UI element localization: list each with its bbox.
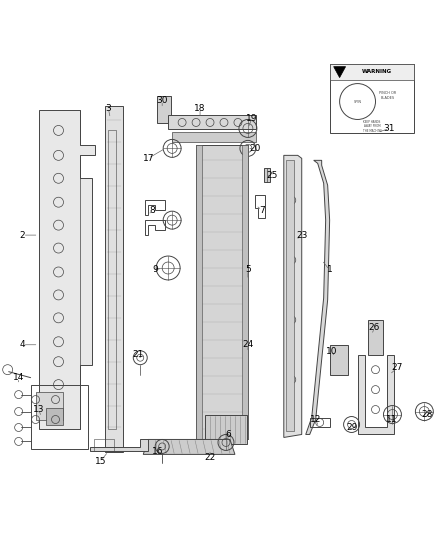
Text: 2: 2 bbox=[20, 231, 25, 240]
Text: 12: 12 bbox=[310, 415, 321, 424]
Text: 22: 22 bbox=[205, 453, 215, 462]
Bar bbox=[35, 392, 64, 419]
Text: 18: 18 bbox=[194, 104, 206, 113]
Text: 5: 5 bbox=[245, 265, 251, 274]
Text: 28: 28 bbox=[422, 410, 433, 419]
Text: 6: 6 bbox=[225, 430, 231, 439]
Bar bbox=[95, 439, 114, 451]
Circle shape bbox=[339, 84, 375, 119]
Text: 26: 26 bbox=[369, 324, 380, 332]
Text: 30: 30 bbox=[156, 96, 168, 105]
Text: 9: 9 bbox=[152, 265, 158, 274]
Polygon shape bbox=[90, 439, 148, 451]
Text: 20: 20 bbox=[249, 144, 261, 153]
Text: 29: 29 bbox=[346, 423, 357, 432]
Text: PINCH OR
BLADES: PINCH OR BLADES bbox=[379, 91, 396, 100]
Bar bbox=[242, 146, 248, 439]
Bar bbox=[172, 132, 256, 142]
Text: 27: 27 bbox=[392, 363, 403, 372]
Text: 13: 13 bbox=[33, 405, 44, 414]
Text: 10: 10 bbox=[326, 347, 337, 356]
Bar bbox=[168, 116, 256, 130]
Text: KEEP HANDS
AWAY FROM
THE MACHINE: KEEP HANDS AWAY FROM THE MACHINE bbox=[363, 120, 381, 133]
Polygon shape bbox=[334, 67, 346, 78]
Bar bbox=[367, 320, 384, 355]
Text: 4: 4 bbox=[20, 340, 25, 349]
Text: 24: 24 bbox=[242, 340, 254, 349]
Bar bbox=[108, 131, 117, 430]
Bar bbox=[106, 106, 124, 453]
Bar bbox=[330, 63, 414, 133]
Text: SPIN: SPIN bbox=[353, 100, 361, 103]
Text: 31: 31 bbox=[384, 124, 395, 133]
Text: 17: 17 bbox=[142, 154, 154, 163]
Text: 1: 1 bbox=[327, 265, 332, 274]
Bar bbox=[46, 408, 64, 425]
Text: 7: 7 bbox=[259, 206, 265, 215]
Text: 19: 19 bbox=[246, 114, 258, 123]
Polygon shape bbox=[143, 439, 235, 455]
Text: WARNING: WARNING bbox=[362, 69, 392, 74]
Text: 14: 14 bbox=[13, 373, 25, 382]
Text: 23: 23 bbox=[296, 231, 307, 240]
Text: 25: 25 bbox=[266, 171, 278, 180]
Text: 16: 16 bbox=[152, 447, 164, 456]
Polygon shape bbox=[284, 155, 302, 438]
Text: 8: 8 bbox=[149, 206, 155, 215]
Bar bbox=[330, 63, 414, 79]
Bar bbox=[264, 168, 270, 182]
Bar bbox=[196, 146, 202, 439]
Bar bbox=[31, 385, 88, 449]
Bar bbox=[330, 345, 348, 375]
Bar bbox=[157, 95, 171, 124]
Text: 15: 15 bbox=[95, 457, 106, 466]
Text: 11: 11 bbox=[386, 415, 397, 424]
Polygon shape bbox=[306, 160, 330, 434]
Bar bbox=[196, 146, 248, 439]
Bar bbox=[205, 415, 247, 445]
Polygon shape bbox=[357, 355, 395, 434]
Polygon shape bbox=[39, 110, 95, 430]
Bar bbox=[286, 160, 294, 432]
Text: 21: 21 bbox=[133, 350, 144, 359]
Text: 3: 3 bbox=[106, 104, 111, 113]
